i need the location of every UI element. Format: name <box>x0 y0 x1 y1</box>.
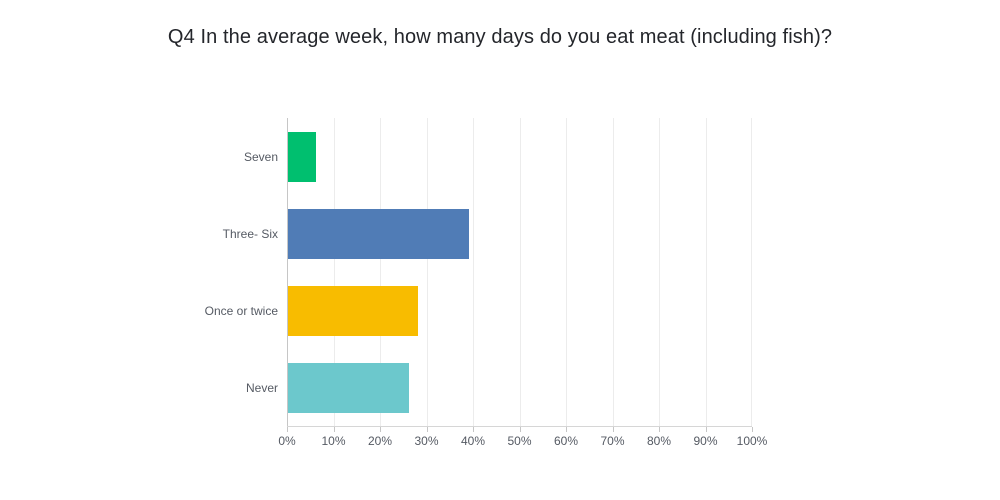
x-axis-tick-label: 40% <box>460 434 486 448</box>
gridline <box>751 118 752 427</box>
category-label: Never <box>245 381 278 396</box>
gridline <box>519 118 521 427</box>
gridline <box>426 118 428 427</box>
x-axis-tick-label: 30% <box>414 434 439 448</box>
x-axis-tick-mark <box>566 427 567 432</box>
x-axis-tick-mark <box>426 427 428 432</box>
x-axis-tick-label: 80% <box>646 434 672 448</box>
x-axis-tick-mark <box>659 427 660 432</box>
category-label: Seven <box>243 149 278 164</box>
x-axis-tick-mark <box>333 427 335 432</box>
x-axis-tick-label: 90% <box>693 434 718 448</box>
x-axis-tick-mark <box>612 427 614 432</box>
x-axis-tick-label: 20% <box>367 434 393 448</box>
x-axis-tick-label: 10% <box>321 434 346 448</box>
bar-seven <box>288 131 316 182</box>
x-axis-tick-mark <box>380 427 381 432</box>
x-axis-tick-label: 70% <box>600 434 625 448</box>
x-axis-tick-label: 50% <box>507 434 532 448</box>
gridline <box>473 118 474 427</box>
chart-title: Q4 In the average week, how many days do… <box>167 26 833 48</box>
x-axis-tick-mark <box>287 427 288 432</box>
bar-three-six <box>288 208 470 259</box>
gridline <box>333 118 335 427</box>
gridline <box>287 118 288 427</box>
x-axis-tick-label: 100% <box>736 434 768 448</box>
plot-area <box>287 118 752 427</box>
gridline <box>659 118 660 427</box>
x-axis-tick-mark <box>705 427 707 432</box>
category-label: Once or twice <box>204 304 278 319</box>
x-axis-tick-label: 0% <box>278 434 296 448</box>
bar-once-or-twice <box>288 286 419 337</box>
x-axis-tick-label: 60% <box>553 434 579 448</box>
gridline <box>612 118 614 427</box>
category-label: Three- Six <box>222 226 278 241</box>
gridline <box>566 118 567 427</box>
x-axis-line <box>287 426 752 427</box>
gridline <box>380 118 381 427</box>
gridline <box>705 118 707 427</box>
x-axis-tick-mark <box>752 427 753 432</box>
x-axis-tick-mark <box>473 427 474 432</box>
bar-never <box>288 363 409 414</box>
x-axis-tick-mark <box>519 427 521 432</box>
